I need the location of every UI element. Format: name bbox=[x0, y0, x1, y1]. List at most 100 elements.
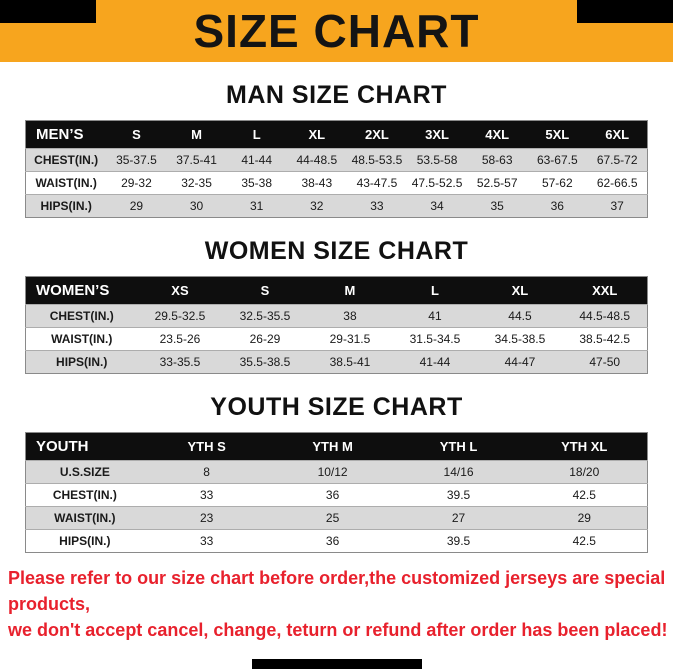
youth-size-table: YOUTH YTH S YTH M YTH L YTH XL U.S.SIZE 8 10/12… bbox=[25, 432, 648, 553]
table-cell: 41 bbox=[392, 304, 478, 328]
table-cell: 47.5-52.5 bbox=[406, 171, 468, 195]
youth-section-heading: YOUTH SIZE CHART bbox=[210, 393, 463, 421]
men-section-heading: MAN SIZE CHART bbox=[226, 81, 447, 109]
table-cell: 43-47.5 bbox=[346, 171, 407, 195]
table-cell: 39.5 bbox=[395, 529, 522, 553]
table-header-cell: M bbox=[307, 276, 393, 305]
table-cell: 33 bbox=[346, 194, 407, 218]
table-cell: 18/20 bbox=[521, 460, 648, 484]
table-cell: 44-47 bbox=[477, 350, 563, 374]
row-label-cell: WAIST(IN.) bbox=[25, 506, 144, 530]
top-right-black-bar bbox=[577, 0, 673, 23]
row-label-cell: HIPS(IN.) bbox=[25, 529, 144, 553]
table-cell: 32-35 bbox=[166, 171, 227, 195]
men-size-table: MEN’S S M L XL 2XL 3XL 4XL 5XL 6XL CHEST(IN.) 35-37… bbox=[25, 120, 648, 218]
table-header-cell: 3XL bbox=[406, 120, 468, 149]
table-cell: 31 bbox=[226, 194, 287, 218]
table-header-cell: YTH L bbox=[395, 432, 522, 461]
row-label-cell: WAIST(IN.) bbox=[25, 327, 138, 351]
table-cell: 32 bbox=[286, 194, 347, 218]
table-cell: 67.5-72 bbox=[587, 148, 648, 172]
bottom-black-bar bbox=[251, 659, 422, 669]
table-header-cell: L bbox=[392, 276, 478, 305]
table-header-cell: YTH M bbox=[269, 432, 396, 461]
table-cell: 62-66.5 bbox=[587, 171, 648, 195]
table-cell: 30 bbox=[166, 194, 227, 218]
table-cell: 8 bbox=[143, 460, 270, 484]
table-header-cell: WOMEN’S bbox=[25, 276, 138, 305]
table-cell: 39.5 bbox=[395, 483, 522, 507]
table-row: WAIST(IN.) 23 25 27 29 bbox=[25, 506, 648, 530]
table-header-cell: S bbox=[106, 120, 167, 149]
table-header-row: WOMEN’S XS S M L XL XXL bbox=[25, 276, 648, 305]
footer-line-2: we don't accept cancel, change, teturn o… bbox=[8, 620, 668, 641]
table-cell: 44.5 bbox=[477, 304, 563, 328]
footer-line-1: Please refer to our size chart before or… bbox=[8, 568, 666, 615]
table-cell: 36 bbox=[269, 529, 396, 553]
youth-size-chart-section: YOUTH SIZE CHART YOUTH YTH S YTH M YTH L YTH … bbox=[25, 393, 648, 553]
table-cell: 48.5-53.5 bbox=[346, 148, 407, 172]
table-cell: 37.5-41 bbox=[166, 148, 227, 172]
men-size-chart-section: MAN SIZE CHART MEN’S S M L XL 2XL 3XL 4XL 5XL 6XL C… bbox=[25, 81, 648, 218]
table-cell: 23 bbox=[143, 506, 270, 530]
table-row: CHEST(IN.) 29.5-32.5 32.5-35.5 38 41 44.5 44.5… bbox=[25, 304, 648, 328]
table-cell: 58-63 bbox=[467, 148, 528, 172]
table-cell: 42.5 bbox=[521, 529, 648, 553]
size-chart-sections: MAN SIZE CHART MEN’S S M L XL 2XL 3XL 4XL 5XL 6XL C… bbox=[0, 81, 673, 553]
table-row: CHEST(IN.) 33 36 39.5 42.5 bbox=[25, 483, 648, 507]
table-row: HIPS(IN.) 33-35.5 35.5-38.5 38.5-41 41-44 44-… bbox=[25, 350, 648, 374]
table-header-cell: 5XL bbox=[527, 120, 588, 149]
row-label-cell: CHEST(IN.) bbox=[25, 304, 138, 328]
table-cell: 41-44 bbox=[392, 350, 478, 374]
table-cell: 23.5-26 bbox=[137, 327, 223, 351]
row-label-cell: HIPS(IN.) bbox=[25, 350, 138, 374]
table-row: U.S.SIZE 8 10/12 14/16 18/20 bbox=[25, 460, 648, 484]
table-cell: 47-50 bbox=[562, 350, 648, 374]
table-row: WAIST(IN.) 29-32 32-35 35-38 38-43 43-47.5 47.… bbox=[25, 171, 648, 195]
table-cell: 41-44 bbox=[226, 148, 287, 172]
table-cell: 53.5-58 bbox=[406, 148, 468, 172]
table-cell: 29-31.5 bbox=[307, 327, 393, 351]
table-row: HIPS(IN.) 33 36 39.5 42.5 bbox=[25, 529, 648, 553]
table-cell: 42.5 bbox=[521, 483, 648, 507]
row-label-cell: HIPS(IN.) bbox=[25, 194, 107, 218]
table-cell: 38-43 bbox=[286, 171, 347, 195]
table-header-cell: 4XL bbox=[467, 120, 528, 149]
table-header-cell: XXL bbox=[562, 276, 648, 305]
footer-note: Please refer to our size chart before or… bbox=[8, 565, 673, 643]
table-cell: 57-62 bbox=[527, 171, 588, 195]
table-header-cell: XL bbox=[286, 120, 347, 149]
table-header-cell: YOUTH bbox=[25, 432, 144, 461]
table-cell: 52.5-57 bbox=[467, 171, 528, 195]
row-label-cell: CHEST(IN.) bbox=[25, 148, 107, 172]
table-header-cell: 2XL bbox=[346, 120, 407, 149]
table-cell: 29 bbox=[106, 194, 167, 218]
table-cell: 29-32 bbox=[106, 171, 167, 195]
table-cell: 31.5-34.5 bbox=[392, 327, 478, 351]
table-header-cell: L bbox=[226, 120, 287, 149]
table-cell: 37 bbox=[587, 194, 648, 218]
table-header-cell: YTH S bbox=[143, 432, 270, 461]
table-header-cell: 6XL bbox=[587, 120, 648, 149]
row-label-cell: CHEST(IN.) bbox=[25, 483, 144, 507]
table-cell: 25 bbox=[269, 506, 396, 530]
women-size-chart-section: WOMEN SIZE CHART WOMEN’S XS S M L XL XXL CHEST(I… bbox=[25, 237, 648, 374]
table-cell: 14/16 bbox=[395, 460, 522, 484]
table-header-cell: S bbox=[222, 276, 308, 305]
table-header-row: MEN’S S M L XL 2XL 3XL 4XL 5XL 6XL bbox=[25, 120, 648, 149]
table-cell: 44-48.5 bbox=[286, 148, 347, 172]
table-cell: 27 bbox=[395, 506, 522, 530]
page-title: SIZE CHART bbox=[193, 5, 480, 57]
table-header-cell: XS bbox=[137, 276, 223, 305]
table-cell: 29 bbox=[521, 506, 648, 530]
table-cell: 36 bbox=[269, 483, 396, 507]
table-cell: 29.5-32.5 bbox=[137, 304, 223, 328]
table-cell: 63-67.5 bbox=[527, 148, 588, 172]
table-cell: 33 bbox=[143, 529, 270, 553]
table-cell: 32.5-35.5 bbox=[222, 304, 308, 328]
table-cell: 35-37.5 bbox=[106, 148, 167, 172]
table-row: WAIST(IN.) 23.5-26 26-29 29-31.5 31.5-34.5 34… bbox=[25, 327, 648, 351]
table-cell: 44.5-48.5 bbox=[562, 304, 648, 328]
table-cell: 38.5-42.5 bbox=[562, 327, 648, 351]
table-cell: 33 bbox=[143, 483, 270, 507]
